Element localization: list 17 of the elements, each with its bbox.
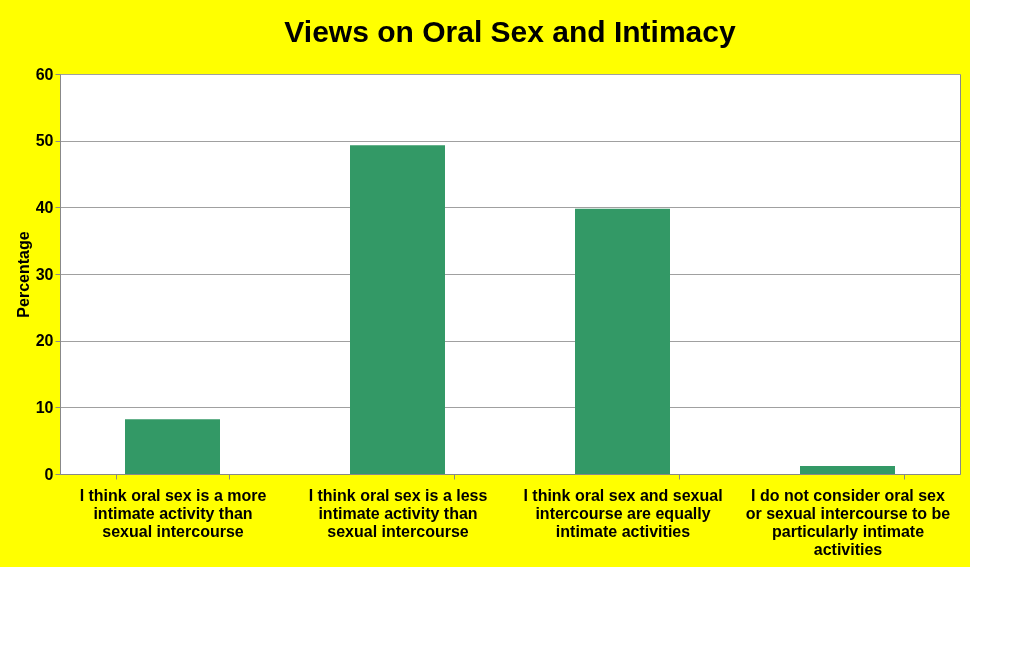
bar xyxy=(125,419,220,474)
chart-title: Views on Oral Sex and Intimacy xyxy=(284,15,736,48)
y-tick-label: 10 xyxy=(35,398,54,416)
y-tick-label: 60 xyxy=(35,65,54,83)
y-tick-label: 20 xyxy=(35,332,54,350)
bar xyxy=(575,208,670,474)
y-tick-label: 50 xyxy=(35,132,54,150)
y-tick-label: 0 xyxy=(44,465,54,483)
x-tick-label: I do not consider oral sex or sexual intercourse to be particularly intimate activities xyxy=(745,486,951,558)
x-tick-label: I think oral sex and sexual intercourse are equally intimate activities xyxy=(523,486,723,540)
y-tick-label: 30 xyxy=(35,265,54,283)
x-tick-label: I think oral sex is a more intimate activity than sexual intercourse xyxy=(79,486,267,540)
bar xyxy=(350,145,445,474)
x-tick-label: I think oral sex is a less intimate activity than sexual intercourse xyxy=(308,486,488,540)
bar xyxy=(800,466,895,474)
y-tick-label: 40 xyxy=(35,198,54,216)
y-axis-title: Percentage xyxy=(14,231,32,318)
